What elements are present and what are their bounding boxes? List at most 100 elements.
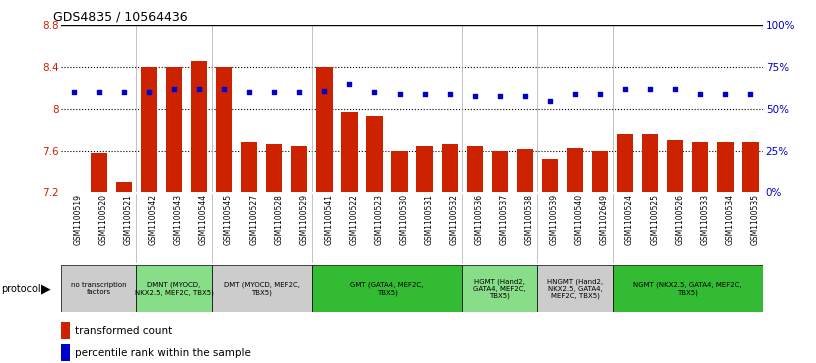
Point: [368, 89, 381, 95]
Point: [543, 98, 557, 103]
Text: GSM1100543: GSM1100543: [174, 194, 183, 245]
Text: GSM1100541: GSM1100541: [324, 194, 334, 245]
Text: GDS4835 / 10564436: GDS4835 / 10564436: [53, 11, 188, 24]
Text: DMT (MYOCD, MEF2C,
TBX5): DMT (MYOCD, MEF2C, TBX5): [224, 282, 299, 295]
Text: GSM1100522: GSM1100522: [349, 194, 358, 245]
Bar: [312, 265, 462, 312]
Bar: [692, 142, 708, 192]
Text: GSM1100530: GSM1100530: [400, 194, 409, 245]
Bar: [567, 147, 583, 192]
Text: GSM1100535: GSM1100535: [751, 194, 760, 245]
Text: GSM1100539: GSM1100539: [550, 194, 559, 245]
Bar: [667, 140, 683, 192]
Text: GSM1100520: GSM1100520: [99, 194, 108, 245]
Point: [619, 86, 632, 92]
Point: [694, 91, 707, 97]
Text: HGMT (Hand2,
GATA4, MEF2C,
TBX5): HGMT (Hand2, GATA4, MEF2C, TBX5): [473, 278, 526, 299]
Point: [293, 89, 306, 95]
Bar: [116, 182, 132, 192]
Text: GSM1100529: GSM1100529: [299, 194, 308, 245]
Bar: [542, 159, 558, 192]
Text: GSM1100540: GSM1100540: [575, 194, 584, 245]
Point: [92, 89, 105, 95]
Point: [242, 89, 255, 95]
Text: DMNT (MYOCD,
NKX2.5, MEF2C, TBX5): DMNT (MYOCD, NKX2.5, MEF2C, TBX5): [135, 282, 214, 295]
Point: [644, 86, 657, 92]
Text: protocol: protocol: [1, 284, 41, 294]
Bar: [642, 134, 659, 192]
Point: [744, 91, 757, 97]
Text: GSM1100545: GSM1100545: [224, 194, 233, 245]
Point: [317, 87, 330, 93]
Point: [443, 91, 456, 97]
Text: transformed count: transformed count: [75, 326, 173, 336]
Bar: [266, 144, 282, 192]
Point: [468, 93, 481, 98]
Text: GSM1100532: GSM1100532: [450, 194, 459, 245]
Text: GSM1100536: GSM1100536: [475, 194, 484, 245]
Point: [668, 86, 681, 92]
Text: GSM1100521: GSM1100521: [124, 194, 133, 245]
Text: HNGMT (Hand2,
NKX2.5, GATA4,
MEF2C, TBX5): HNGMT (Hand2, NKX2.5, GATA4, MEF2C, TBX5…: [547, 278, 603, 299]
Bar: [613, 265, 763, 312]
Text: GSM1100531: GSM1100531: [424, 194, 433, 245]
Text: GSM1100544: GSM1100544: [199, 194, 208, 245]
Text: percentile rank within the sample: percentile rank within the sample: [75, 348, 251, 358]
Point: [118, 89, 131, 95]
Bar: [366, 116, 383, 192]
Text: GMT (GATA4, MEF2C,
TBX5): GMT (GATA4, MEF2C, TBX5): [350, 282, 424, 295]
Bar: [191, 61, 207, 192]
Point: [418, 91, 431, 97]
Bar: [61, 265, 136, 312]
Bar: [291, 147, 308, 192]
Bar: [441, 144, 458, 192]
Point: [218, 86, 231, 92]
Bar: [538, 265, 613, 312]
Text: GSM1100537: GSM1100537: [499, 194, 509, 245]
Text: GSM1100533: GSM1100533: [700, 194, 709, 245]
Text: GSM1100525: GSM1100525: [650, 194, 659, 245]
Text: GSM1100538: GSM1100538: [525, 194, 534, 245]
Bar: [467, 147, 483, 192]
Text: GSM1100524: GSM1100524: [625, 194, 634, 245]
Bar: [141, 67, 157, 192]
Bar: [61, 322, 70, 339]
Bar: [91, 153, 107, 192]
Point: [343, 81, 356, 87]
Bar: [617, 134, 633, 192]
Point: [393, 91, 406, 97]
Bar: [492, 151, 508, 192]
Bar: [517, 148, 533, 192]
Bar: [166, 67, 182, 192]
Bar: [392, 151, 408, 192]
Bar: [216, 67, 233, 192]
Point: [193, 86, 206, 92]
Text: GSM1100523: GSM1100523: [375, 194, 384, 245]
Text: GSM1100527: GSM1100527: [249, 194, 258, 245]
Bar: [717, 142, 734, 192]
Point: [719, 91, 732, 97]
Point: [593, 91, 606, 97]
Text: GSM1100534: GSM1100534: [725, 194, 734, 245]
Point: [142, 89, 155, 95]
Bar: [416, 147, 432, 192]
Point: [67, 89, 80, 95]
Text: GSM1100528: GSM1100528: [274, 194, 283, 245]
Text: GSM1102649: GSM1102649: [600, 194, 609, 245]
Bar: [592, 151, 608, 192]
Text: no transcription
factors: no transcription factors: [71, 282, 126, 295]
Point: [518, 93, 531, 98]
Bar: [462, 265, 538, 312]
Point: [268, 89, 281, 95]
Bar: [211, 265, 312, 312]
Point: [167, 86, 180, 92]
Point: [493, 93, 506, 98]
Bar: [743, 142, 759, 192]
Bar: [61, 344, 70, 361]
Text: GSM1100542: GSM1100542: [149, 194, 158, 245]
Point: [569, 91, 582, 97]
Text: GSM1100526: GSM1100526: [675, 194, 685, 245]
Bar: [317, 67, 332, 192]
Bar: [136, 265, 211, 312]
Text: NGMT (NKX2.5, GATA4, MEF2C,
TBX5): NGMT (NKX2.5, GATA4, MEF2C, TBX5): [633, 282, 742, 295]
